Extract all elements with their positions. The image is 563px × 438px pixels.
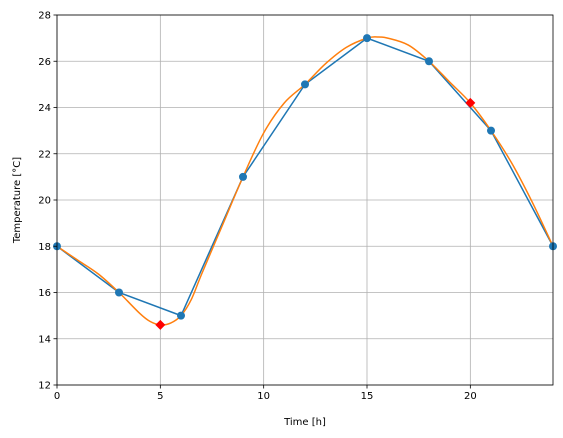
x-tick-label: 20 bbox=[464, 391, 477, 402]
axis-ticks: 0 5 10 15 20 12 14 16 18 20 22 24 26 28 bbox=[38, 11, 476, 403]
x-tick-label: 0 bbox=[54, 391, 60, 402]
plot-area bbox=[53, 34, 557, 330]
y-tick-label: 20 bbox=[38, 196, 51, 207]
y-axis-label: Temperature [°C] bbox=[12, 157, 23, 244]
diamond-point bbox=[155, 319, 166, 330]
series-1-curve bbox=[57, 36, 553, 326]
series-lines bbox=[57, 36, 553, 326]
data-point bbox=[115, 288, 123, 297]
x-tick-label: 15 bbox=[361, 391, 374, 402]
data-point bbox=[487, 126, 495, 135]
x-axis-label: Time [h] bbox=[283, 417, 326, 428]
data-point bbox=[239, 172, 247, 181]
series-markers bbox=[53, 34, 557, 330]
series-0-line bbox=[57, 37, 553, 317]
grid bbox=[56, 14, 553, 386]
y-tick-label: 24 bbox=[38, 103, 51, 114]
data-point bbox=[301, 80, 309, 89]
data-point bbox=[177, 311, 185, 320]
x-tick-label: 10 bbox=[257, 391, 270, 402]
diamond-point bbox=[465, 97, 476, 108]
y-tick-label: 14 bbox=[38, 334, 51, 345]
y-tick-label: 16 bbox=[38, 288, 51, 299]
y-tick-label: 18 bbox=[38, 242, 51, 253]
y-tick-label: 28 bbox=[38, 11, 51, 22]
y-tick-label: 22 bbox=[38, 149, 51, 160]
x-tick-label: 5 bbox=[157, 391, 163, 402]
data-point bbox=[363, 34, 371, 43]
y-tick-label: 26 bbox=[38, 57, 51, 68]
y-tick-label: 12 bbox=[38, 381, 51, 392]
data-point bbox=[425, 57, 433, 66]
